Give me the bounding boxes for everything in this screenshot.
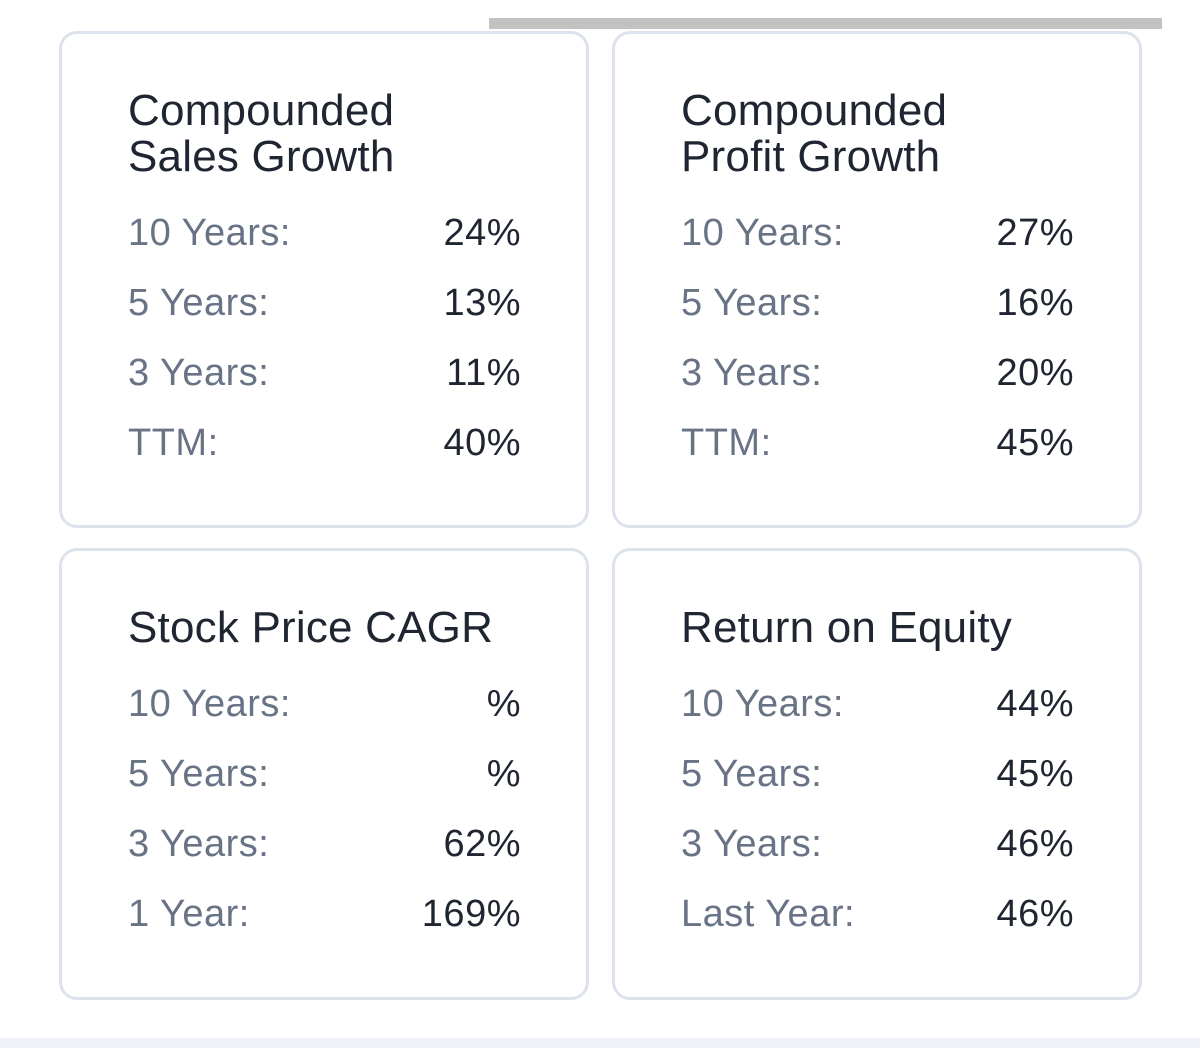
scroll-indicator[interactable] [489,18,1162,29]
metrics-list: 10 Years: 24% 5 Years: 13% 3 Years: 11% … [128,198,521,478]
metric-label: 3 Years: [681,822,823,865]
metrics-list: 10 Years: % 5 Years: % 3 Years: 62% 1 Ye… [128,669,521,949]
metric-label: 10 Years: [128,211,291,254]
bottom-divider [0,1038,1200,1048]
card-return-on-equity: Return on Equity 10 Years: 44% 5 Years: … [612,548,1142,1000]
metric-row-10-years: 10 Years: 44% [681,669,1074,739]
metric-label: 10 Years: [681,211,844,254]
metric-row-5-years: 5 Years: 13% [128,268,521,338]
metric-value: % [486,752,521,795]
metric-value: 40% [443,421,521,464]
metric-label: TTM: [128,421,219,464]
metric-label: 10 Years: [128,682,291,725]
metric-label: 3 Years: [681,351,823,394]
metric-row-ttm: TTM: 40% [128,408,521,478]
metric-label: 3 Years: [128,351,270,394]
card-title: Compounded Profit Growth [681,86,948,181]
metric-label: 3 Years: [128,822,270,865]
metric-value: 20% [996,351,1074,394]
metric-value: 46% [996,892,1074,935]
metric-value: 11% [446,351,521,394]
card-title: Compounded Sales Growth [128,86,395,181]
metric-row-3-years: 3 Years: 46% [681,809,1074,879]
metric-row-5-years: 5 Years: 45% [681,739,1074,809]
metric-label: 5 Years: [128,281,270,324]
metric-label: TTM: [681,421,772,464]
card-title: Stock Price CAGR [128,603,494,652]
metrics-list: 10 Years: 44% 5 Years: 45% 3 Years: 46% … [681,669,1074,949]
metric-label: 1 Year: [128,892,250,935]
metric-row-3-years: 3 Years: 62% [128,809,521,879]
metric-row-last-year: Last Year: 46% [681,879,1074,949]
metric-value: 45% [996,752,1074,795]
metric-value: 24% [443,211,521,254]
metric-label: 5 Years: [128,752,270,795]
metric-row-5-years: 5 Years: 16% [681,268,1074,338]
metric-value: 169% [421,892,521,935]
metric-row-3-years: 3 Years: 20% [681,338,1074,408]
card-compounded-profit-growth: Compounded Profit Growth 10 Years: 27% 5… [612,31,1142,528]
metric-value: 27% [996,211,1074,254]
metric-row-1-year: 1 Year: 169% [128,879,521,949]
metric-row-10-years: 10 Years: 24% [128,198,521,268]
metric-row-5-years: 5 Years: % [128,739,521,809]
metric-value: 45% [996,421,1074,464]
metric-row-ttm: TTM: 45% [681,408,1074,478]
card-stock-price-cagr: Stock Price CAGR 10 Years: % 5 Years: % … [59,548,589,1000]
metric-label: 5 Years: [681,281,823,324]
metric-label: Last Year: [681,892,856,935]
metric-value: 46% [996,822,1074,865]
metric-value: 44% [996,682,1074,725]
card-compounded-sales-growth: Compounded Sales Growth 10 Years: 24% 5 … [59,31,589,528]
metric-value: 13% [443,281,521,324]
metric-value: % [486,682,521,725]
metric-value: 16% [996,281,1074,324]
metric-row-10-years: 10 Years: 27% [681,198,1074,268]
card-title: Return on Equity [681,603,1012,652]
metrics-list: 10 Years: 27% 5 Years: 16% 3 Years: 20% … [681,198,1074,478]
metric-label: 5 Years: [681,752,823,795]
metric-row-3-years: 3 Years: 11% [128,338,521,408]
metric-row-10-years: 10 Years: % [128,669,521,739]
metric-label: 10 Years: [681,682,844,725]
metric-value: 62% [443,822,521,865]
